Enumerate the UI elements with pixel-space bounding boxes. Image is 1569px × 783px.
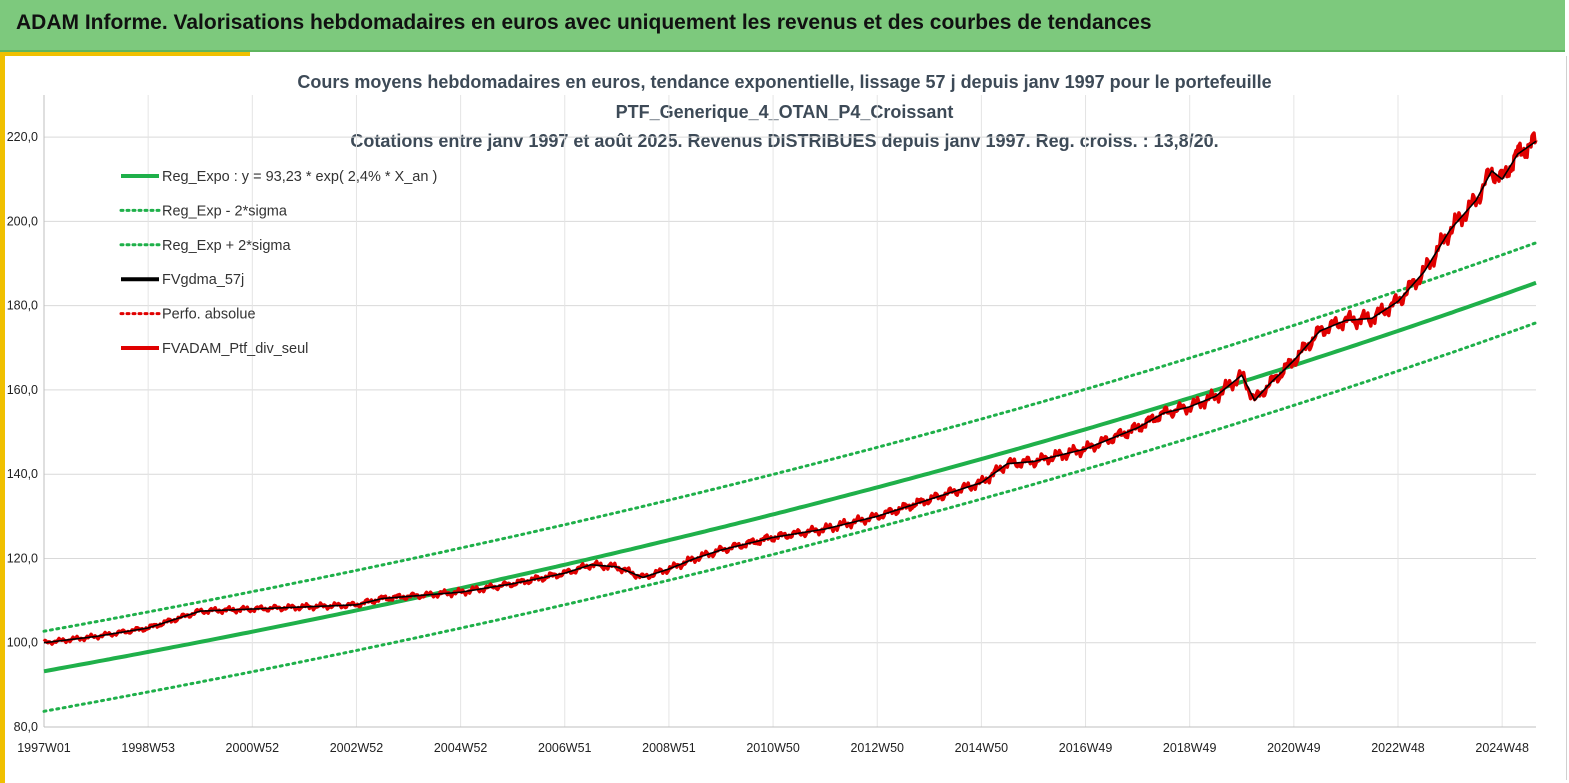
series-line-reg-high: [42, 241, 1538, 633]
header-banner: ADAM Informe. Valorisations hebdomadaire…: [0, 0, 1565, 52]
x-tick-label: 2014W50: [955, 741, 1009, 755]
chart-title-line-2: PTF_Generique_4_OTAN_P4_Croissant: [615, 101, 954, 122]
legend-label: Reg_Expo : y = 93,23 * exp( 2,4% * X_an …: [162, 169, 437, 185]
x-tick-label: 2016W49: [1059, 741, 1113, 755]
chart-title-line-3: Cotations entre janv 1997 et août 2025. …: [350, 131, 1219, 151]
y-tick-label: 220,0: [7, 130, 38, 144]
legend-label: Perfo. absolue: [162, 307, 256, 323]
x-tick-label: 2012W50: [850, 741, 904, 755]
y-tick-label: 180,0: [7, 299, 38, 313]
x-tick-label: 2002W52: [330, 741, 384, 755]
x-tick-label: 2000W52: [226, 741, 280, 755]
x-tick-label: 2022W48: [1371, 741, 1425, 755]
series-line-price: [42, 131, 1538, 646]
x-tick-label: 2008W51: [642, 741, 696, 755]
y-tick-label: 200,0: [7, 214, 38, 228]
legend-label: FVADAM_Ptf_div_seul: [162, 341, 308, 357]
x-tick-label: 2024W48: [1475, 741, 1529, 755]
x-tick-label: 2018W49: [1163, 741, 1217, 755]
legend: Reg_Expo : y = 93,23 * exp( 2,4% * X_an …: [119, 169, 437, 357]
accent-left-edge: [0, 52, 5, 783]
x-tick-label: 2010W50: [746, 741, 800, 755]
legend-label: FVgdma_57j: [162, 272, 244, 288]
x-tick-label: 2004W52: [434, 741, 488, 755]
grid: [43, 95, 1536, 728]
y-tick-label: 80,0: [14, 720, 38, 734]
accent-bar: [0, 52, 250, 56]
x-axis: 1997W01 1998W53 2000W52 2002W52 2004W52 2006W…: [17, 726, 1536, 755]
chart-frame: [5, 56, 1567, 780]
x-tick-label: 1997W01: [17, 741, 71, 755]
x-tick-label: 2006W51: [538, 741, 592, 755]
y-axis: 80,0 100,0 120,0 140,0 160,0 180,0 200,0 220,0: [7, 95, 45, 734]
series-line-smooth: [43, 140, 1537, 644]
series-group: [42, 131, 1538, 713]
page-title: ADAM Informe. Valorisations hebdomadaire…: [16, 11, 1152, 34]
legend-label: Reg_Exp + 2*sigma: [162, 238, 291, 254]
x-tick-label: 1998W53: [121, 741, 175, 755]
y-tick-label: 160,0: [7, 383, 38, 397]
y-tick-label: 120,0: [7, 551, 38, 565]
chart-title-line-1: Cours moyens hebdomadaires en euros, ten…: [297, 72, 1272, 92]
legend-label: Reg_Exp - 2*sigma: [162, 203, 288, 219]
x-tick-label: 2020W49: [1267, 741, 1321, 755]
chart-title-block: Cours moyens hebdomadaires en euros, ten…: [0, 68, 1569, 157]
y-tick-label: 140,0: [7, 467, 38, 481]
y-tick-label: 100,0: [7, 636, 38, 650]
series-line-reg-low: [42, 321, 1538, 713]
